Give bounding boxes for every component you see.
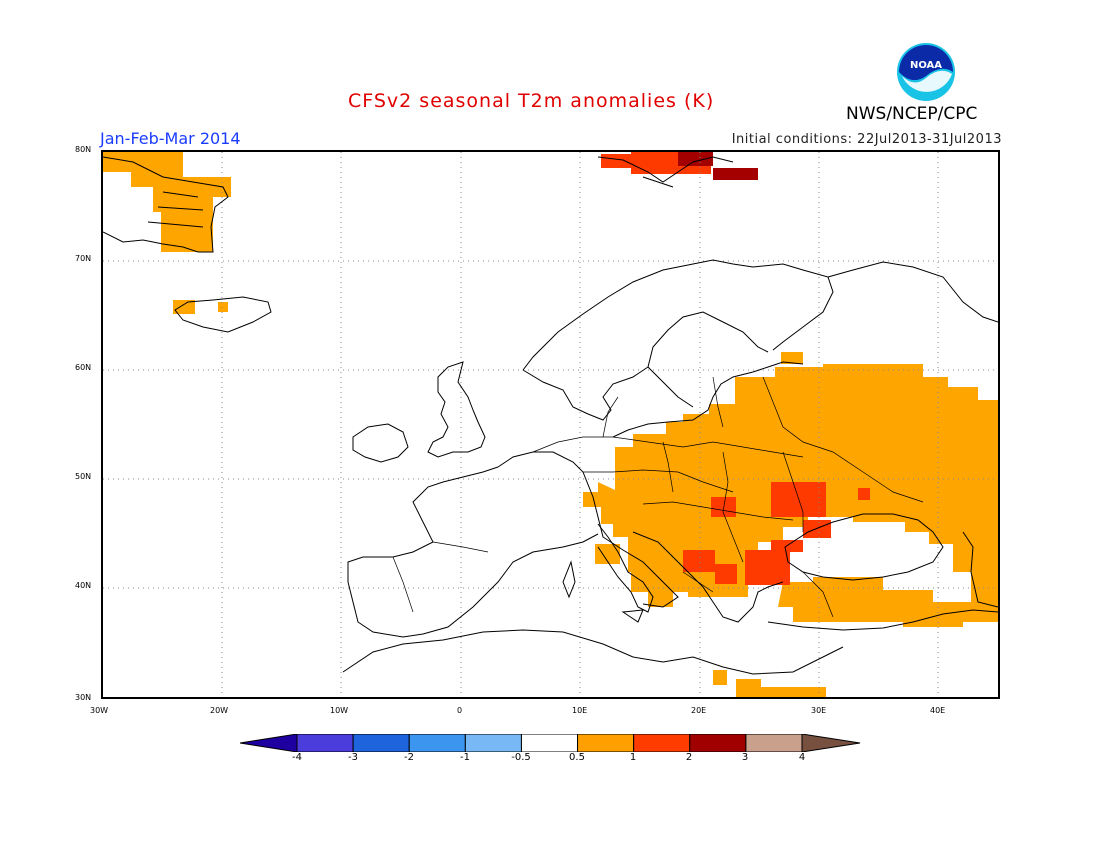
lon-label-40e: 40E — [930, 706, 946, 715]
lat-label-30n: 30N — [75, 693, 92, 702]
initial-conditions-label: Initial conditions: 22Jul2013-31Jul2013 — [731, 132, 1002, 147]
coastlines — [103, 156, 998, 675]
colorbar-swatch — [464, 734, 522, 752]
country-borders — [392, 376, 924, 618]
lat-label-80n: 80N — [75, 145, 92, 154]
colorbar-label: 4 — [798, 752, 806, 763]
graticule — [103, 152, 998, 697]
colorbar-swatch — [577, 734, 635, 752]
colorbar-swatch — [408, 734, 466, 752]
colorbar-label: -0.5 — [511, 752, 531, 763]
lon-label-30w: 30W — [90, 706, 109, 715]
lon-label-10e: 10E — [572, 706, 588, 715]
colorbar-label: -1 — [460, 752, 470, 763]
colorbar-label: 3 — [741, 752, 749, 763]
colorbar-swatch — [520, 734, 579, 752]
lon-label-30e: 30E — [811, 706, 827, 715]
lon-label-20e: 20E — [691, 706, 707, 715]
colorbar-label: 1 — [629, 752, 637, 763]
colorbar-swatch — [689, 734, 747, 752]
colorbar: -4 -3 -2 -1 -0.5 0.5 1 2 3 4 — [240, 734, 862, 774]
colorbar-label: 2 — [685, 752, 693, 763]
lat-label-70n: 70N — [75, 254, 92, 263]
lon-label-20w: 20W — [210, 706, 229, 715]
anomaly-map — [101, 150, 1000, 699]
lon-label-10w: 10W — [330, 706, 349, 715]
agency-label: NWS/NCEP/CPC — [846, 104, 978, 124]
lat-label-60n: 60N — [75, 363, 92, 372]
lon-label-0: 0 — [457, 706, 463, 715]
anomaly-warm-cells — [103, 152, 998, 697]
map-title: CFSv2 seasonal T2m anomalies (K) — [348, 90, 715, 112]
colorbar-label: -3 — [348, 752, 358, 763]
colorbar-swatches — [240, 734, 861, 752]
lat-label-50n: 50N — [75, 472, 92, 481]
anomaly-very-hot-cells — [678, 152, 758, 180]
colorbar-swatch — [745, 734, 803, 752]
colorbar-label: -4 — [292, 752, 302, 763]
lat-label-40n: 40N — [75, 581, 92, 590]
season-label: Jan-Feb-Mar 2014 — [100, 129, 241, 148]
colorbar-label: -2 — [404, 752, 414, 763]
colorbar-label: 0.5 — [569, 752, 585, 763]
colorbar-swatch — [352, 734, 410, 752]
colorbar-swatch — [296, 734, 354, 752]
logo-text: NOAA — [910, 60, 942, 71]
colorbar-swatch — [633, 734, 691, 752]
noaa-logo: NOAA — [897, 43, 955, 101]
